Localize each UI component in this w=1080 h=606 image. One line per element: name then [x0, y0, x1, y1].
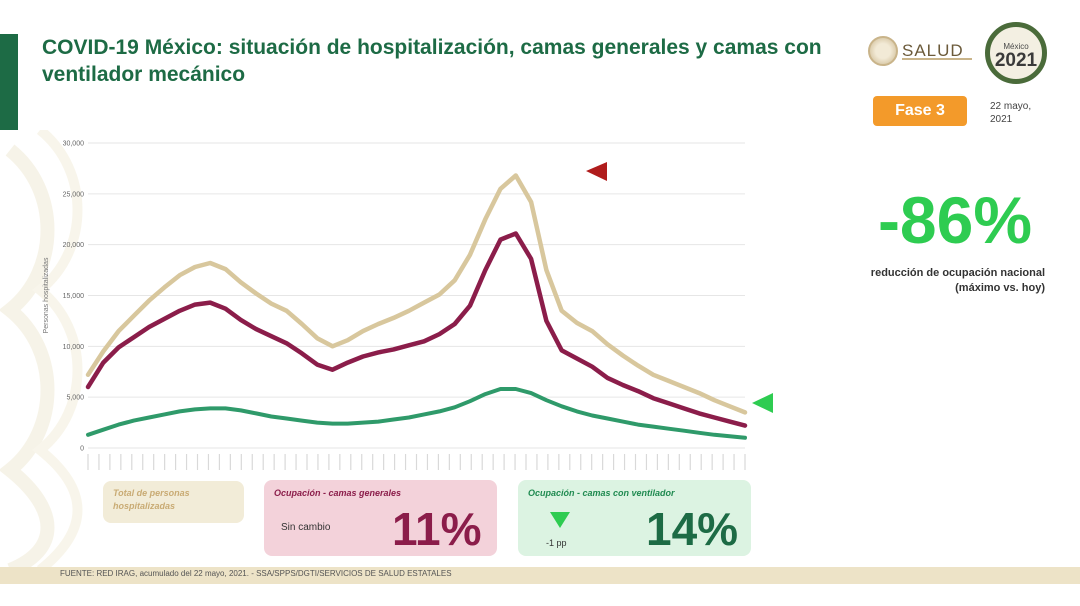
mexico-seal-icon [868, 36, 898, 66]
salud-logo-text: SALUD [902, 41, 964, 60]
page-title: COVID-19 México: situación de hospitaliz… [42, 36, 822, 86]
decorative-background-pattern [0, 130, 83, 570]
legend-box-general-beds: Ocupación - camas generales Sin cambio 1… [264, 480, 497, 556]
footer-bar [0, 567, 1080, 584]
reduction-value: -86% [877, 183, 1033, 257]
year-2021-logo: México 2021 [983, 14, 1049, 88]
footer-source: FUENTE: RED IRAG, acumulado del 22 mayo,… [60, 569, 452, 578]
salud-logo-underline [902, 58, 972, 60]
year-logo-top-text: México [1003, 42, 1029, 51]
legend-ventilator-title: Ocupación - camas con ventilador [528, 488, 675, 498]
general-occupancy-value: 11% [392, 503, 482, 555]
series-line [85, 173, 748, 415]
series-line [85, 231, 748, 428]
phase-badge: Fase 3 [873, 96, 967, 126]
legend-box-ventilator-beds: Ocupación - camas con ventilador -1 pp 1… [518, 480, 751, 556]
chart-series [85, 173, 748, 440]
legend-box-total: Total de personas hospitalizadas [103, 481, 244, 523]
report-date: 22 mayo, 2021 [990, 101, 1032, 125]
y-axis-label: Personas hospitalizadas [43, 257, 50, 333]
down-triangle-icon [550, 512, 570, 528]
y-tick-label: 25,000 [63, 191, 85, 198]
y-tick-label: 30,000 [63, 141, 85, 148]
y-tick-label: 20,000 [63, 242, 85, 249]
header-accent-bar [0, 34, 18, 130]
series-line [86, 387, 747, 440]
salud-logo: SALUD [868, 34, 964, 68]
wreath-icon [985, 22, 1047, 84]
legend-total-title: Total de personas hospitalizadas [113, 488, 190, 511]
chart-grid [88, 142, 745, 449]
y-tick-label: 10,000 [63, 344, 85, 351]
general-change-text: Sin cambio [281, 522, 331, 533]
legend-general-title: Ocupación - camas generales [274, 488, 402, 498]
y-axis-ticks: 0 5,000 10,000 15,000 20,000 25,000 30,000 [63, 141, 85, 453]
year-logo-number: 2021 [994, 50, 1038, 71]
ventilator-occupancy-value: 14% [646, 503, 739, 555]
current-marker-icon [752, 393, 773, 413]
y-tick-label: 0 [80, 446, 84, 453]
x-axis-ticks [87, 454, 746, 470]
peak-marker-icon [586, 162, 607, 181]
reduction-label: reducción de ocupación nacional (máximo … [870, 267, 1045, 294]
y-tick-label: 5,000 [66, 395, 84, 402]
y-tick-label: 15,000 [63, 293, 85, 300]
ventilator-change-text: -1 pp [546, 538, 567, 548]
